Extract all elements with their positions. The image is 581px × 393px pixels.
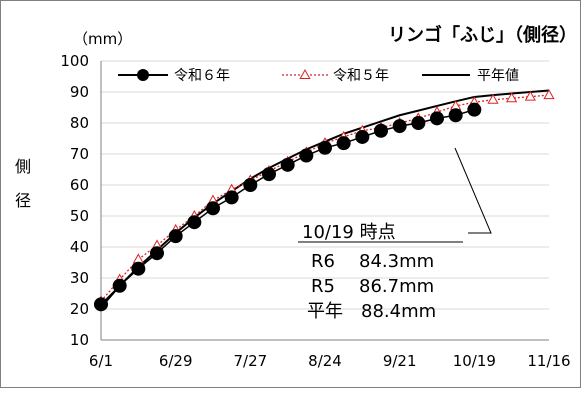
- series-r6-point: [206, 201, 220, 216]
- series-r6-point: [150, 246, 164, 261]
- series-r6-point: [112, 278, 127, 293]
- x-tick-label: 6/1: [89, 352, 113, 370]
- legend-item-normal: 平年値: [422, 68, 519, 84]
- y-tick-label: 10: [70, 331, 89, 349]
- series-r6-point: [299, 148, 314, 163]
- series-r6-point: [448, 108, 463, 123]
- series-layer: [94, 89, 555, 312]
- annotation-normal-value: 88.4mm: [361, 301, 436, 322]
- series-r6-point: [411, 116, 426, 130]
- legend-item-r5: 令和５年: [282, 68, 389, 84]
- series-r6-point: [336, 136, 351, 151]
- series-r6-point: [392, 119, 407, 134]
- x-tick-label: 8/24: [308, 352, 342, 370]
- y-tick-label: 60: [70, 176, 89, 194]
- annotation-r5-value: 86.7mm: [359, 276, 434, 297]
- y-unit-label: （mm）: [73, 30, 132, 48]
- annotation-heading: 10/19 時点: [302, 222, 396, 243]
- series-r6-point: [467, 102, 482, 117]
- series-r6-point: [243, 178, 258, 192]
- series-r6-point: [374, 123, 388, 138]
- legend-item-r6: 令和６年: [118, 68, 230, 84]
- x-tick-label: 9/21: [383, 352, 417, 370]
- series-r6-point: [280, 157, 295, 172]
- chart-title: リンゴ「ふじ」（側径）: [388, 24, 577, 46]
- series-r6-point: [355, 129, 370, 144]
- series-r5-point: [506, 92, 518, 103]
- legend-normal-label: 平年値: [477, 68, 519, 84]
- x-tick-label: 6/29: [159, 352, 193, 370]
- annotation-r5-label: R5: [311, 276, 335, 297]
- y-tick-label: 40: [70, 238, 89, 256]
- y-axis-label-char-2: 径: [15, 191, 31, 210]
- x-tick-labels: 6/1 6/29 7/27 8/24 9/21 10/19 11/16: [89, 352, 571, 370]
- series-r6-point: [131, 261, 146, 276]
- legend: 令和６年 令和５年 平年値: [118, 68, 519, 84]
- annotation-normal-label: 平年: [307, 301, 343, 322]
- x-tick-label: 10/19: [453, 352, 496, 370]
- y-tick-label: 70: [70, 145, 89, 163]
- legend-r6-label: 令和６年: [174, 68, 230, 84]
- legend-r6-marker: [137, 69, 149, 81]
- series-r6-point: [168, 229, 183, 244]
- annotation-r6-label: R6: [311, 251, 335, 272]
- annotation-r6-value: 84.3mm: [359, 251, 434, 272]
- series-r6-point: [224, 190, 239, 205]
- y-axis-label-char-1: 側: [15, 157, 31, 176]
- series-r5-point: [524, 90, 536, 101]
- x-tick-label: 7/27: [233, 352, 267, 370]
- series-r6-point: [318, 140, 332, 155]
- y-tick-label: 80: [70, 114, 89, 132]
- annotation-callout: 10/19 時点 R6 84.3mm R5 86.7mm 平年 88.4mm: [298, 147, 492, 322]
- annotation-leader-line: [454, 147, 492, 234]
- x-tick-label: 11/16: [527, 352, 570, 370]
- y-tick-label: 20: [70, 300, 89, 318]
- series-r6-point: [187, 215, 202, 230]
- y-tick-label: 30: [70, 269, 89, 287]
- y-tick-labels: 10 20 30 40 50 60 70 80 90 100: [60, 52, 89, 349]
- series-r6-point: [94, 297, 108, 312]
- series-r5-point: [487, 93, 499, 104]
- series-r6-point: [430, 111, 444, 126]
- legend-r5-label: 令和５年: [333, 68, 389, 84]
- series-r6-point: [262, 167, 276, 182]
- axes: [100, 61, 549, 341]
- y-tick-label: 50: [70, 207, 89, 225]
- series-r5-point: [543, 89, 555, 100]
- legend-r5-marker: [299, 68, 311, 79]
- y-tick-label: 100: [60, 52, 89, 70]
- y-tick-label: 90: [70, 83, 89, 101]
